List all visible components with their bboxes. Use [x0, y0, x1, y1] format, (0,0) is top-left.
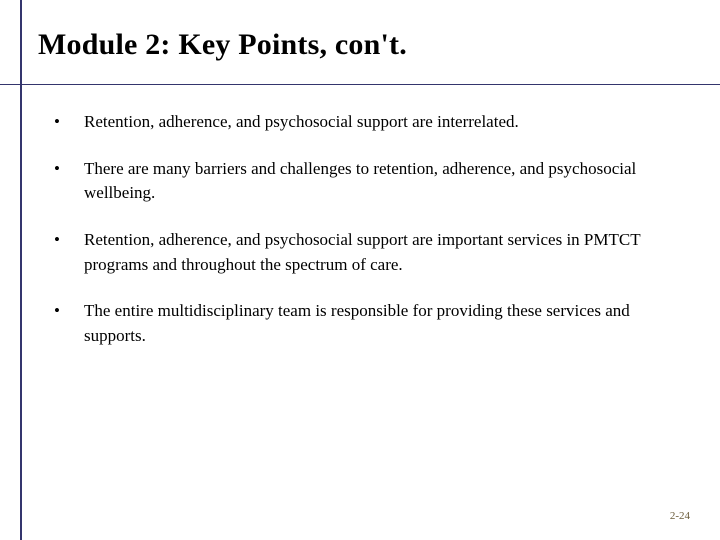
list-item: There are many barriers and challenges t… — [48, 157, 680, 206]
bullet-list: Retention, adherence, and psychosocial s… — [48, 110, 680, 348]
list-item: Retention, adherence, and psychosocial s… — [48, 228, 680, 277]
slide-title: Module 2: Key Points, con't. — [38, 28, 407, 62]
vertical-rule — [20, 0, 22, 540]
bullet-text: Retention, adherence, and psychosocial s… — [84, 230, 640, 274]
content-area: Retention, adherence, and psychosocial s… — [48, 110, 680, 370]
horizontal-rule — [0, 84, 720, 85]
bullet-text: The entire multidisciplinary team is res… — [84, 301, 630, 345]
page-number: 2-24 — [670, 510, 690, 522]
bullet-text: There are many barriers and challenges t… — [84, 159, 636, 203]
slide: Module 2: Key Points, con't. Retention, … — [0, 0, 720, 540]
bullet-text: Retention, adherence, and psychosocial s… — [84, 112, 519, 131]
list-item: The entire multidisciplinary team is res… — [48, 299, 680, 348]
list-item: Retention, adherence, and psychosocial s… — [48, 110, 680, 135]
